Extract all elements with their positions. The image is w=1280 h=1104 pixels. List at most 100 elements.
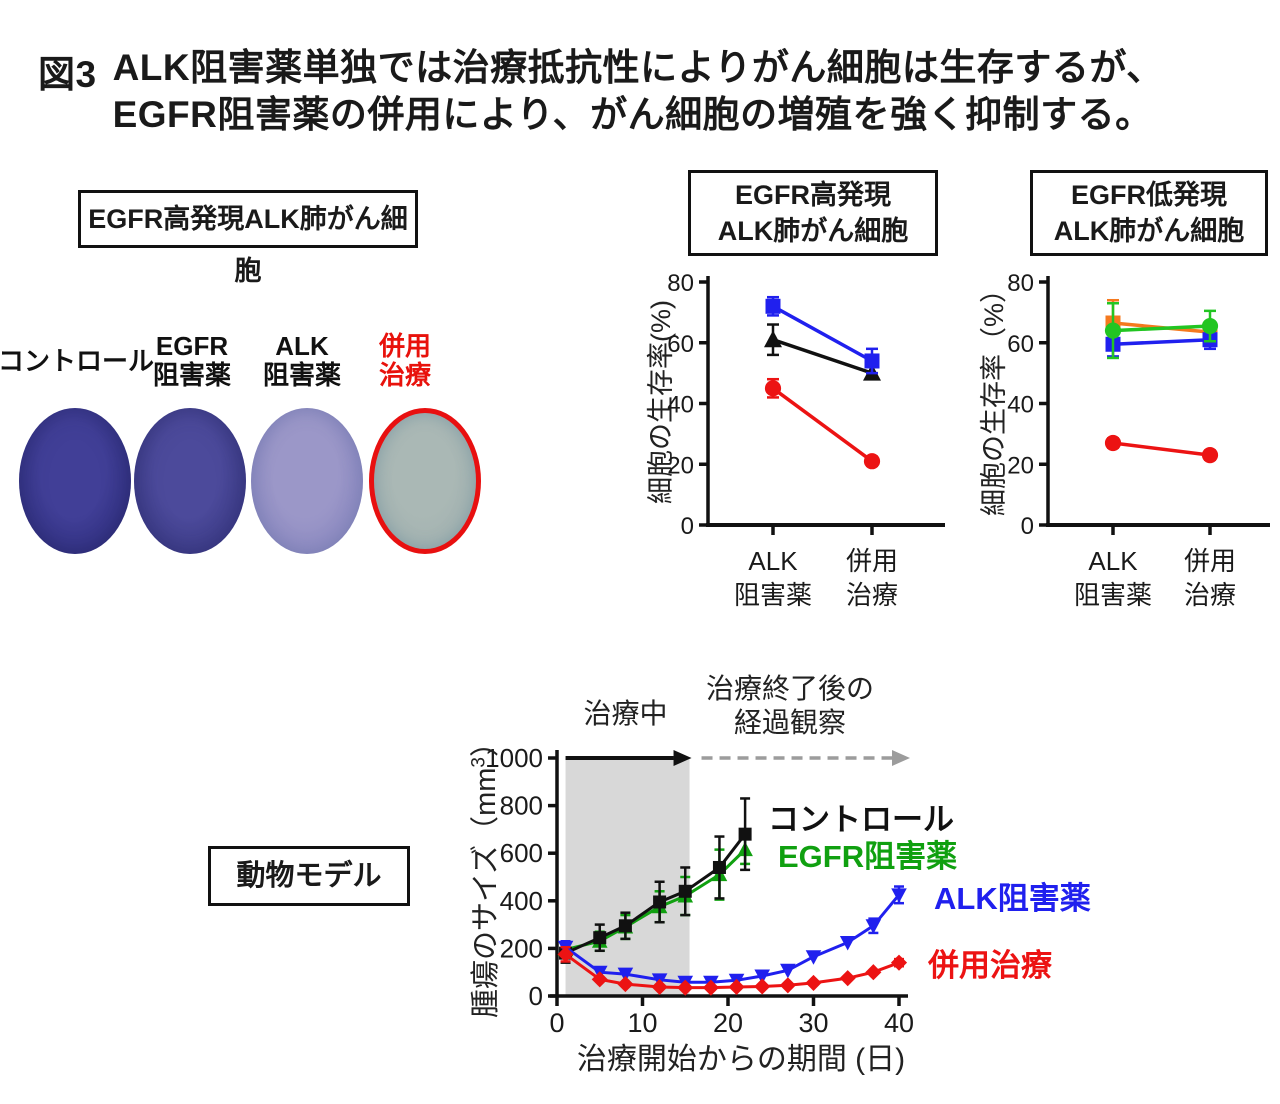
egfr-low-y-axis-label: 細胞の生存率（%） — [979, 276, 1009, 517]
dish-image-alk-inhibitor — [251, 408, 363, 554]
condition-label-egfr-inhibitor: EGFR 阻害薬 — [140, 330, 244, 392]
marker-triangle-down — [865, 919, 882, 934]
x-category-label: 併用 — [846, 546, 898, 576]
marker-square — [738, 827, 752, 841]
marker-diamond — [805, 974, 822, 991]
series-line — [772, 338, 873, 375]
x-category-label: 治療 — [1184, 580, 1236, 610]
egfr-low-chart-header: EGFR低発現 ALK肺がん細胞 — [1030, 170, 1268, 256]
marker-triangle-down — [780, 963, 796, 979]
x-category-label: ALK — [748, 546, 798, 576]
legend-combination: 併用治療 — [928, 948, 1052, 983]
legend-egfr-inhibitor: EGFR阻害薬 — [778, 839, 958, 874]
dish-image-egfr-inhibitor — [134, 408, 246, 554]
y-tick-label: 40 — [1007, 392, 1034, 419]
marker-circle — [1104, 322, 1122, 339]
x-category-label: 併用 — [1184, 546, 1236, 576]
y-tick-label: 400 — [500, 886, 543, 916]
x-category-label: ALK — [1088, 546, 1138, 576]
y-tick-label: 0 — [681, 513, 694, 540]
observation-annotation-line1: 治療終了後の — [705, 673, 874, 704]
marker-triangle-down — [805, 950, 822, 965]
animal-y-axis-label: 腫瘍のサイズ（mm3） — [462, 713, 502, 1033]
animal-y-label-close: ） — [470, 727, 502, 757]
y-tick-label: 20 — [667, 452, 694, 479]
y-tick-label: 0 — [1021, 513, 1034, 540]
marker-triangle-up — [764, 330, 782, 348]
y-tick-label: 800 — [500, 791, 543, 821]
observation-annotation-line2: 経過観察 — [733, 707, 846, 738]
y-tick-label: 80 — [667, 270, 694, 297]
egfr-low-chart-header-line2: ALK肺がん細胞 — [1053, 216, 1245, 246]
marker-diamond — [839, 970, 856, 987]
marker-square — [618, 919, 632, 933]
marker-square — [765, 298, 781, 314]
x-tick-label: 0 — [549, 1008, 564, 1038]
figure-number: 図3 — [38, 54, 97, 95]
x-category-label: 治療 — [846, 580, 898, 610]
egfr-high-chart-header: EGFR高発現 ALK肺がん細胞 — [688, 170, 938, 256]
marker-square — [653, 895, 667, 909]
x-tick-label: 20 — [713, 1008, 743, 1038]
marker-triangle-down — [617, 967, 634, 983]
series-line — [1112, 441, 1211, 457]
x-tick-label: 10 — [627, 1008, 657, 1038]
marker-circle — [764, 380, 782, 397]
y-tick-label: 40 — [667, 392, 694, 419]
animal-y-label-sup: 3 — [468, 757, 490, 768]
animal-y-label-text: 腫瘍のサイズ（mm — [470, 767, 502, 1019]
y-tick-label: 200 — [500, 933, 543, 963]
dish-image-control — [19, 408, 131, 554]
treatment-period-annotation: 治療中 — [583, 698, 668, 729]
marker-triangle-down — [754, 969, 770, 985]
marker-square — [593, 931, 607, 945]
legend-control: コントロール — [768, 802, 954, 837]
figure-title-line1: ALK阻害薬単独では治療抵抗性によりがん細胞は生存するが、 — [112, 47, 1164, 88]
series-line — [1112, 337, 1211, 347]
figure-title: 図3 ALK阻害薬単独では治療抵抗性によりがん細胞は生存するが、 EGFR阻害薬… — [38, 44, 1164, 138]
marker-diamond — [728, 978, 745, 996]
marker-diamond — [865, 964, 882, 981]
marker-diamond — [754, 978, 771, 995]
x-tick-label: 30 — [798, 1008, 828, 1038]
figure-title-line2: EGFR阻害薬の併用により、がん細胞の増殖を強く抑制する。 — [112, 94, 1153, 135]
marker-diamond — [591, 971, 608, 988]
egfr-high-chart-header-line1: EGFR高発現 — [734, 180, 891, 210]
marker-diamond — [702, 979, 719, 996]
condition-label-line: コントロール — [0, 345, 155, 376]
animal-model-chart: 0 200 400 600 800 1000 0 10 20 30 40 — [485, 743, 914, 1038]
observation-period-annotation: 治療終了後の 経過観察 — [688, 672, 892, 740]
condition-label-line: ALK — [275, 331, 329, 361]
marker-diamond — [617, 976, 634, 993]
condition-label-control: コントロール — [0, 330, 154, 392]
treatment-arrowhead — [673, 750, 692, 766]
marker-diamond — [677, 979, 694, 996]
x-category-label: 阻害薬 — [1074, 580, 1152, 610]
egfr-high-chart-header-line2: ALK肺がん細胞 — [717, 216, 909, 246]
condition-label-line: EGFR — [155, 331, 229, 361]
marker-triangle-down — [839, 935, 856, 951]
animal-x-axis-label: 治療開始からの期間 (日) — [576, 1043, 906, 1076]
marker-square — [712, 860, 726, 874]
condition-label-line: 阻害薬 — [262, 360, 341, 390]
invitro-panel-header: EGFR高発現ALK肺がん細胞 — [78, 190, 418, 286]
y-tick-label: 60 — [1007, 331, 1034, 358]
marker-diamond — [779, 977, 796, 994]
marker-circle — [1201, 447, 1219, 464]
observation-arrowhead — [892, 750, 910, 766]
condition-label-combination: 併用 治療 — [352, 330, 458, 392]
marker-circle — [1201, 317, 1219, 335]
y-tick-label: 20 — [1007, 452, 1034, 479]
marker-diamond — [557, 946, 574, 963]
legend-alk-inhibitor: ALK阻害薬 — [934, 881, 1091, 916]
series-line — [1112, 324, 1211, 333]
condition-label-line: 阻害薬 — [152, 360, 231, 390]
series-line — [772, 304, 873, 363]
condition-label-line: 治療 — [378, 360, 431, 390]
marker-triangle-down — [891, 888, 907, 903]
y-tick-label: 0 — [529, 981, 543, 1011]
marker-circle — [863, 453, 881, 470]
egfr-low-chart-header-line1: EGFR低発現 — [1070, 180, 1227, 210]
marker-circle — [1104, 434, 1122, 452]
marker-diamond — [890, 954, 908, 971]
